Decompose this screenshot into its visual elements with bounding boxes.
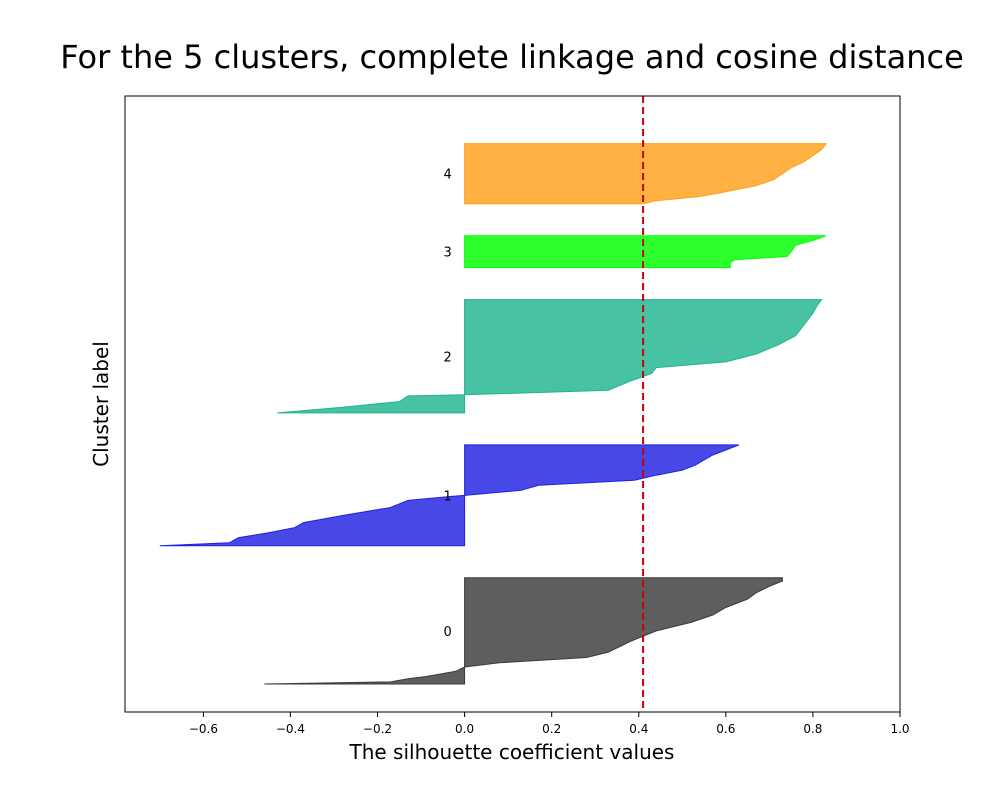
cluster-2-silhouette: [277, 299, 823, 414]
cluster-label-4: 4: [443, 168, 451, 183]
x-tick-label: 0.6: [716, 722, 735, 736]
x-tick-label: −0.6: [189, 722, 218, 736]
x-tick-label: 0.8: [803, 722, 822, 736]
y-axis-label: Cluster label: [89, 341, 113, 467]
chart-title: For the 5 clusters, complete linkage and…: [60, 38, 964, 76]
cluster-label-3: 3: [443, 246, 451, 261]
x-tick-label: 0.0: [455, 722, 474, 736]
x-ticks: −0.6 −0.4 −0.2 0.0 0.2 0.4 0.6 0.8 1.0: [189, 712, 910, 736]
clusters-layer: 0 1 2 3 4: [159, 143, 827, 685]
cluster-label-2: 2: [443, 350, 451, 365]
cluster-3-silhouette: [464, 235, 827, 269]
x-axis-label: The silhouette coefficient values: [349, 740, 675, 764]
x-tick-label: 0.4: [629, 722, 648, 736]
x-tick-label: −0.4: [276, 722, 305, 736]
cluster-label-0: 0: [443, 625, 451, 640]
cluster-label-1: 1: [443, 489, 451, 504]
x-tick-label: −0.2: [363, 722, 392, 736]
cluster-0-silhouette: [264, 577, 783, 685]
cluster-4-silhouette: [464, 143, 827, 205]
x-tick-label: 1.0: [890, 722, 909, 736]
x-tick-label: 0.2: [542, 722, 561, 736]
cluster-1-silhouette: [159, 444, 740, 547]
plot-frame: [124, 95, 901, 713]
